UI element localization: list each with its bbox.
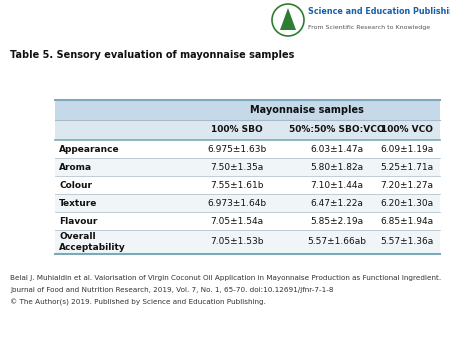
Text: 5.80±1.82a: 5.80±1.82a (310, 163, 364, 171)
Polygon shape (280, 8, 296, 30)
Text: Flavour: Flavour (59, 217, 97, 225)
Text: 7.10±1.44a: 7.10±1.44a (310, 180, 364, 190)
Text: Colour: Colour (59, 180, 92, 190)
Text: 7.05±1.53b: 7.05±1.53b (210, 238, 264, 246)
Text: 6.09±1.19a: 6.09±1.19a (380, 145, 434, 153)
Text: 5.57±1.66ab: 5.57±1.66ab (307, 238, 366, 246)
Text: Journal of Food and Nutrition Research, 2019, Vol. 7, No. 1, 65-70. doi:10.12691: Journal of Food and Nutrition Research, … (10, 287, 333, 293)
Text: Science and Education Publishing: Science and Education Publishing (308, 7, 450, 17)
Text: Mayonnaise samples: Mayonnaise samples (250, 105, 364, 115)
Text: 6.03±1.47a: 6.03±1.47a (310, 145, 364, 153)
Text: Overall
Acceptability: Overall Acceptability (59, 232, 126, 252)
Text: 7.20±1.27a: 7.20±1.27a (381, 180, 433, 190)
Text: 100% SBO: 100% SBO (211, 125, 263, 135)
Text: 7.55±1.61b: 7.55±1.61b (210, 180, 264, 190)
Text: Table 5. Sensory evaluation of mayonnaise samples: Table 5. Sensory evaluation of mayonnais… (10, 50, 294, 60)
Text: 5.85±2.19a: 5.85±2.19a (310, 217, 364, 225)
Text: 5.25±1.71a: 5.25±1.71a (380, 163, 433, 171)
Text: Belal J. Muhialdin et al. Valorisation of Virgin Coconut Oil Application in Mayo: Belal J. Muhialdin et al. Valorisation o… (10, 275, 441, 281)
Text: Texture: Texture (59, 198, 97, 208)
Text: 7.50±1.35a: 7.50±1.35a (210, 163, 264, 171)
Text: Appearance: Appearance (59, 145, 120, 153)
Text: 6.85±1.94a: 6.85±1.94a (380, 217, 433, 225)
Text: 5.57±1.36a: 5.57±1.36a (380, 238, 434, 246)
Text: © The Author(s) 2019. Published by Science and Education Publishing.: © The Author(s) 2019. Published by Scien… (10, 299, 266, 306)
Text: 7.05±1.54a: 7.05±1.54a (211, 217, 264, 225)
Text: From Scientific Research to Knowledge: From Scientific Research to Knowledge (308, 24, 430, 29)
Text: 6.47±1.22a: 6.47±1.22a (310, 198, 364, 208)
Text: 6.975±1.63b: 6.975±1.63b (207, 145, 266, 153)
Text: 100% VCO: 100% VCO (381, 125, 433, 135)
Text: 6.973±1.64b: 6.973±1.64b (207, 198, 266, 208)
Text: Aroma: Aroma (59, 163, 92, 171)
Text: 6.20±1.30a: 6.20±1.30a (380, 198, 433, 208)
Text: 50%:50% SBO:VCO: 50%:50% SBO:VCO (289, 125, 385, 135)
